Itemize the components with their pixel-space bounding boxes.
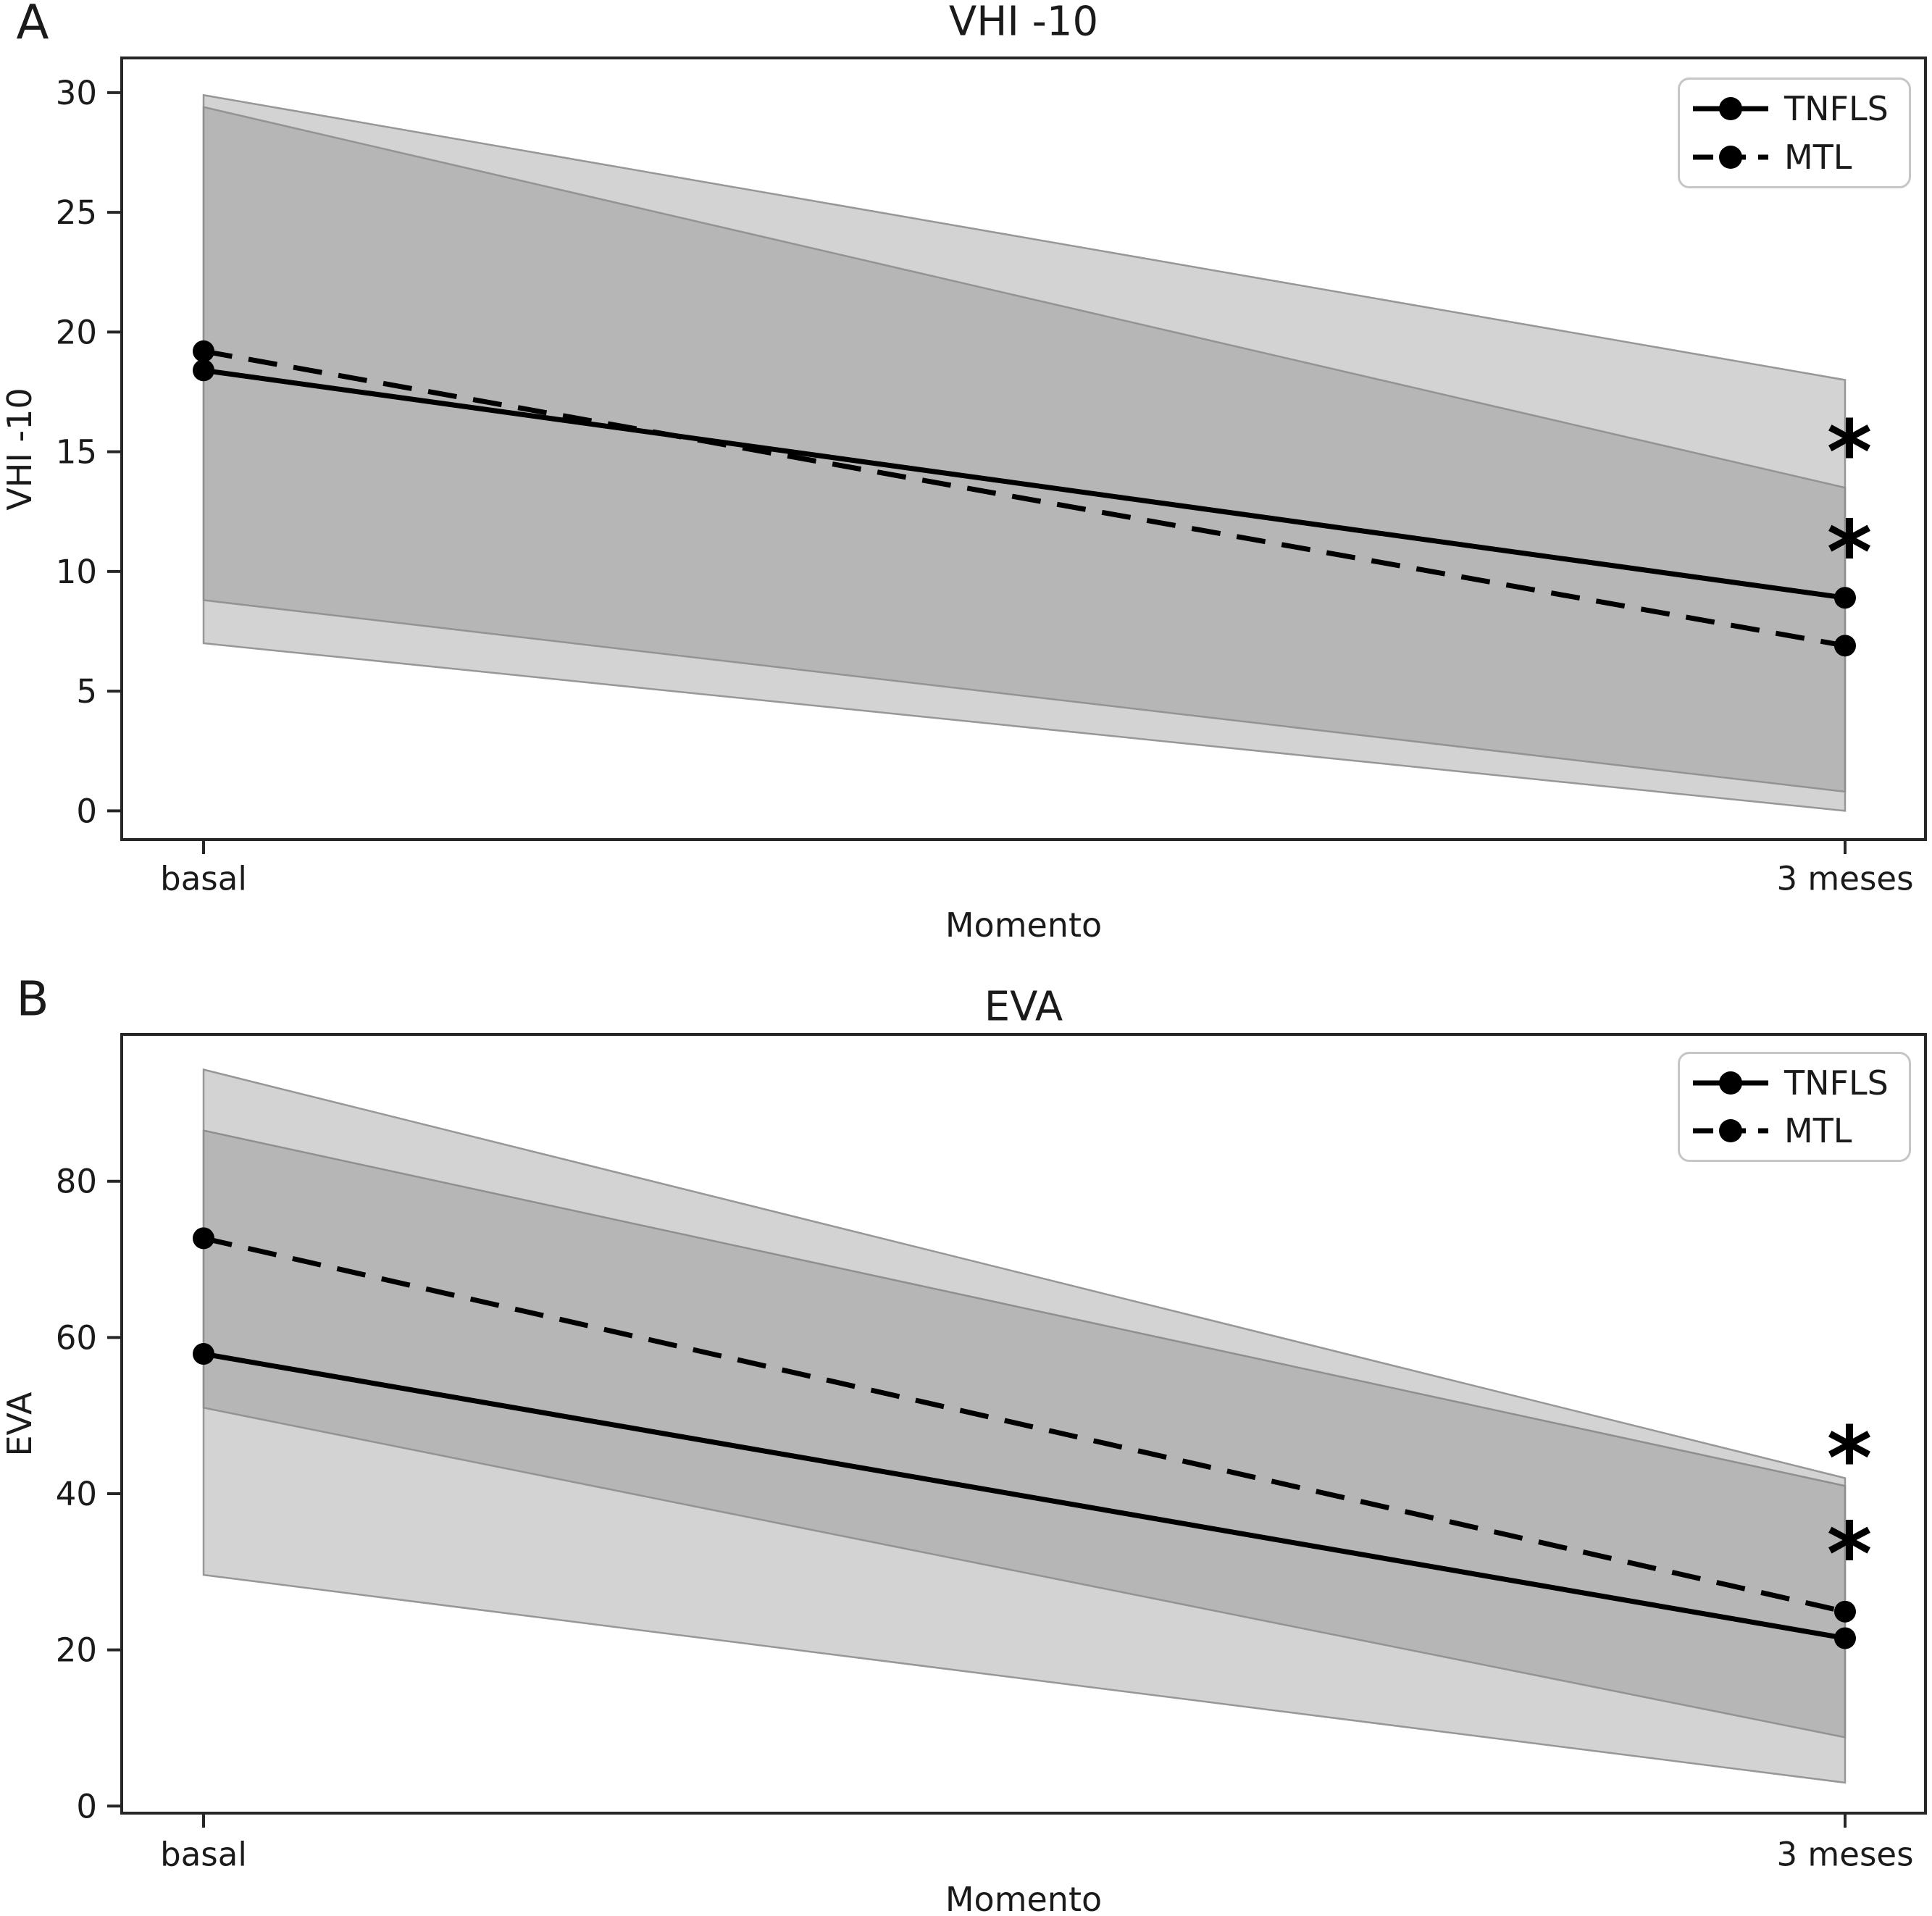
chart-title: VHI -10 — [948, 0, 1099, 46]
x-tick-label-3meses: 3 meses — [1776, 1835, 1914, 1874]
y-axis-label: VHI -10 — [0, 388, 39, 511]
legend: TNFLS MTL — [1678, 1052, 1911, 1162]
y-tick-label: 15 — [56, 433, 97, 472]
legend-solid-line-icon — [1693, 1071, 1768, 1095]
data-point-mtl — [193, 1227, 214, 1250]
data-point-tnfls — [193, 1342, 214, 1365]
data-point-mtl — [1834, 1600, 1856, 1623]
series-line-tnfls — [203, 367, 1846, 601]
significance-asterisk-1: * — [1827, 503, 1873, 604]
y-tick-label: 20 — [56, 313, 97, 351]
y-tick-label: 0 — [76, 792, 97, 830]
significance-asterisk-1: * — [1827, 1505, 1873, 1606]
legend-entry-tnfls: TNFLS — [1690, 89, 1909, 128]
y-tick-label: 0 — [76, 1787, 97, 1825]
legend-solid-line-icon — [1693, 97, 1768, 120]
confidence-band-mtl — [202, 1068, 1847, 1739]
legend-entry-mtl: MTL — [1690, 138, 1909, 177]
significance-asterisk-0: * — [1827, 1409, 1873, 1510]
legend-dashed-line-icon — [1693, 1119, 1768, 1143]
y-tick-label: 25 — [56, 193, 97, 232]
panel-letter: A — [16, 0, 49, 51]
legend: TNFLS MTL — [1678, 78, 1911, 188]
series-line-mtl — [203, 1236, 1846, 1615]
x-axis-label: Momento — [945, 1880, 1103, 1916]
data-point-mtl — [193, 340, 214, 362]
y-axis-label: EVA — [0, 1392, 39, 1457]
y-tick-label: 40 — [56, 1475, 97, 1513]
panel-letter: B — [16, 971, 49, 1027]
confidence-band-tnfls — [202, 1129, 1847, 1784]
data-point-tnfls — [1834, 1627, 1856, 1649]
y-tick-label: 10 — [56, 553, 97, 591]
data-point-mtl — [1834, 635, 1856, 657]
chart-title: EVA — [984, 983, 1063, 1031]
legend-label: MTL — [1784, 138, 1852, 177]
legend-dashed-line-icon — [1693, 146, 1768, 169]
legend-entry-tnfls: TNFLS — [1690, 1063, 1909, 1103]
series-line-tnfls — [203, 1351, 1846, 1641]
x-tick-label-basal: basal — [160, 1835, 247, 1874]
significance-asterisk-0: * — [1827, 403, 1873, 503]
legend-label: MTL — [1784, 1111, 1852, 1151]
data-point-tnfls — [1834, 587, 1856, 609]
series-line-mtl — [203, 348, 1846, 648]
plot-border — [120, 1033, 1927, 1815]
x-tick-label-3meses: 3 meses — [1776, 859, 1914, 898]
y-tick-label: 80 — [56, 1163, 97, 1201]
confidence-band-mtl — [202, 106, 1847, 793]
y-tick-label: 20 — [56, 1631, 97, 1670]
legend-entry-mtl: MTL — [1690, 1111, 1909, 1150]
legend-label: TNFLS — [1784, 1063, 1889, 1103]
y-tick-label: 30 — [56, 74, 97, 112]
data-point-tnfls — [193, 359, 214, 382]
x-axis-label: Momento — [945, 905, 1103, 945]
y-tick-label: 60 — [56, 1318, 97, 1357]
legend-label: TNFLS — [1784, 89, 1889, 128]
plot-border — [120, 57, 1927, 841]
y-tick-label: 5 — [76, 672, 97, 711]
x-tick-label-basal: basal — [160, 859, 247, 898]
